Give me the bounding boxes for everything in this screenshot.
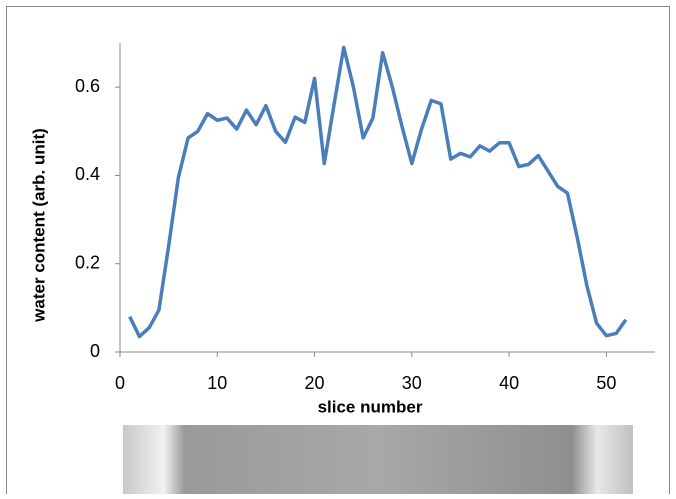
x-tick-label: 10 (207, 373, 227, 393)
x-tick-label: 40 (499, 373, 519, 393)
x-tick-label: 0 (115, 373, 125, 393)
frame (6, 6, 670, 499)
x-axis-title: slice number (318, 397, 423, 416)
x-tick-label: 30 (402, 373, 422, 393)
y-tick-label: 0.2 (75, 252, 100, 272)
y-tick-label: 0.4 (75, 164, 100, 184)
x-tick-label: 20 (305, 373, 325, 393)
sample-photo (123, 425, 633, 494)
x-tick-label: 50 (596, 373, 616, 393)
y-tick-label: 0.6 (75, 76, 100, 96)
y-tick-label: 0 (90, 341, 100, 361)
y-axis-title: water content (arb. unit) (29, 128, 48, 323)
data-line (128, 45, 628, 339)
